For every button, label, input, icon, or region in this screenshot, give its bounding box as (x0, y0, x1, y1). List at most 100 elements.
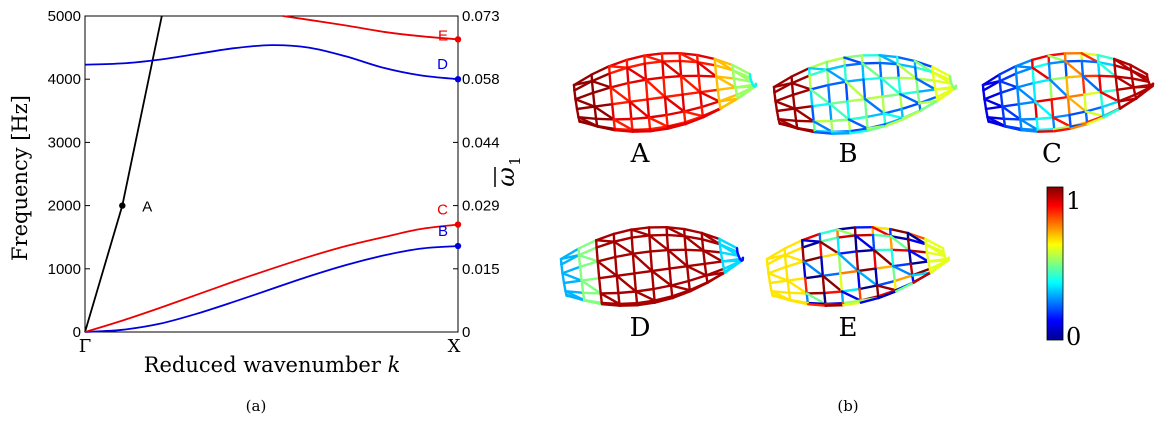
wireframe-strut (884, 116, 904, 126)
wireframe-strut (613, 240, 635, 255)
wireframe-strut (807, 303, 827, 307)
wireframe-strut (1048, 78, 1070, 99)
wireframe-strut (1080, 59, 1100, 64)
wireframe-strut (613, 236, 633, 243)
wireframe-strut (716, 86, 737, 92)
wireframe-strut (998, 79, 1019, 89)
wireframe-strut (846, 100, 851, 121)
wireframe-strut (1096, 61, 1101, 78)
wireframe-strut (1051, 113, 1071, 119)
x-tick-x: X (448, 336, 461, 357)
wireframe-strut (732, 77, 753, 84)
wireframe-strut (847, 115, 868, 121)
mode-shape-label-E: E (839, 313, 858, 343)
wireframe-strut (821, 272, 842, 277)
wireframe-strut (919, 98, 940, 112)
colorbar-max-label: 1 (1066, 187, 1081, 215)
mode-shape-E: E (765, 225, 951, 343)
wireframe-strut (862, 76, 883, 81)
wireframe-strut (662, 74, 683, 79)
wireframe-strut (1084, 110, 1105, 118)
wireframe-strut (1083, 93, 1088, 113)
wireframe-strut (907, 238, 927, 246)
wireframe-strut (814, 130, 834, 135)
wireframe-strut (854, 234, 876, 252)
wireframe-strut (573, 79, 594, 92)
wireframe-strut (1032, 78, 1052, 85)
dispersion-curves (84, 15, 459, 333)
wireframe-strut (661, 59, 682, 63)
wireframe-strut (892, 262, 912, 268)
wireframe-strut (1081, 74, 1086, 96)
wireframe-strut (844, 80, 849, 103)
wireframe-strut (646, 95, 667, 101)
wireframe-strut (896, 62, 917, 69)
wireframe-strut (843, 62, 864, 67)
wireframe-strut (684, 248, 689, 268)
wireframe-strut (896, 62, 918, 80)
wireframe-strut (809, 88, 814, 108)
y-axis-label: Frequency [Hz] (8, 95, 32, 261)
wireframe-strut (1035, 116, 1055, 121)
wireframe-strut (899, 92, 921, 105)
dispersion-chart: 0 1000 2000 3000 4000 5000 0 0.015 0.029 0.044 0.… (8, 8, 524, 415)
wireframe-strut (927, 260, 932, 270)
wireframe-strut (912, 270, 933, 284)
wireframe-strut (983, 91, 1003, 101)
wireframe-strut (793, 104, 814, 110)
wireframe-strut (1113, 64, 1133, 72)
wireframe-strut (594, 117, 615, 121)
wireframe-strut (646, 98, 651, 119)
wireframe-strut (802, 255, 823, 263)
wireframe-strut (1033, 98, 1053, 104)
wireframe-strut (719, 251, 740, 258)
wireframe-strut (699, 88, 719, 94)
wireframe-strut (686, 265, 708, 277)
wireframe-strut (925, 251, 930, 263)
wireframe-strut (577, 253, 582, 268)
wireframe-strut (828, 102, 833, 123)
colorbar-gradient (1046, 186, 1064, 341)
wireframe-strut (826, 68, 830, 87)
wireframe-strut (899, 90, 919, 96)
wireframe-strut (684, 248, 705, 252)
wireframe-strut (609, 86, 631, 104)
wireframe-strut (580, 277, 601, 282)
wireframe-strut (889, 234, 893, 252)
wireframe-strut (808, 68, 829, 77)
wireframe-strut (575, 107, 580, 119)
wireframe-strut (574, 97, 596, 108)
wireframe-strut (1047, 52, 1067, 57)
wireframe-strut (1096, 61, 1117, 78)
wireframe-strut (591, 86, 612, 95)
wireframe-strut (854, 233, 875, 237)
wireframe-strut (1002, 117, 1022, 121)
wireframe-strut (897, 76, 902, 96)
wireframe-strut (1066, 95, 1088, 113)
wireframe-strut (830, 119, 834, 134)
wireframe-strut (882, 112, 904, 120)
wireframe-strut (1101, 100, 1120, 109)
wireframe-strut (1017, 102, 1022, 121)
wireframe-strut (684, 114, 704, 124)
wireframe-strut (862, 78, 867, 101)
wireframe-strut (662, 76, 667, 99)
wireframe-strut (909, 260, 930, 265)
y2-tick-label: 0.029 (462, 198, 500, 215)
wireframe-strut (682, 110, 687, 124)
wireframe-strut (601, 303, 621, 307)
wireframe-strut (878, 61, 899, 66)
wireframe-strut (1001, 105, 1006, 121)
wireframe-strut (804, 277, 808, 295)
wireframe-strut (648, 234, 670, 252)
wireframe-strut (900, 102, 921, 111)
wireframe-strut (590, 72, 611, 83)
wireframe-strut (634, 290, 656, 302)
wireframe-strut (700, 105, 704, 118)
wireframe-strut (609, 86, 614, 106)
wireframe-strut (614, 255, 618, 277)
mode-shape-label-B: B (838, 139, 857, 169)
wireframe-strut (608, 58, 628, 68)
wireframe-strut (861, 62, 883, 80)
wireframe-strut (1032, 81, 1037, 104)
